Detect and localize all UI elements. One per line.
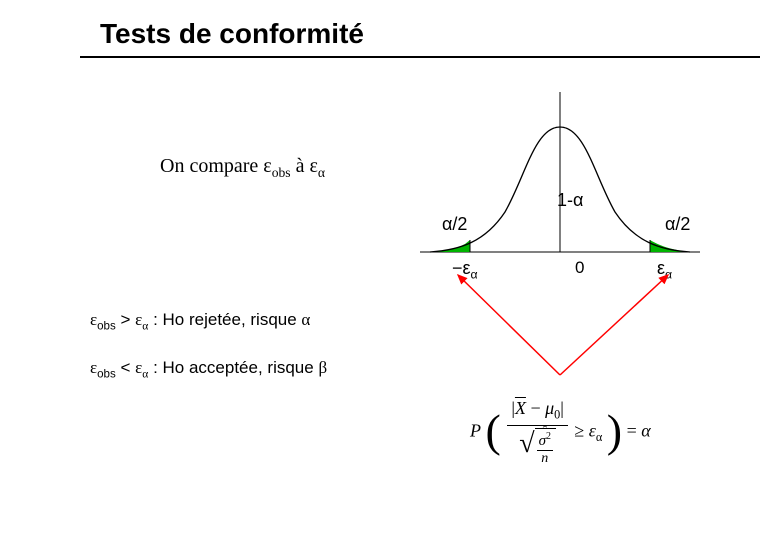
rule-reject: εobs > εα : Ho rejetée, risque α	[90, 310, 327, 332]
mu-sub: 0	[554, 408, 560, 422]
r2-risk: β	[318, 358, 327, 377]
decision-rules: εobs > εα : Ho rejetée, risque α εobs < …	[90, 310, 327, 407]
minus: −	[526, 398, 545, 418]
title-block: Tests de conformité	[0, 0, 780, 58]
compare-eps2-sub: α	[318, 165, 325, 180]
page-title: Tests de conformité	[100, 18, 780, 50]
r1-risk: α	[301, 310, 310, 329]
label-left-alpha-half: α/2	[442, 214, 467, 235]
label-1-minus-alpha: 1-α	[557, 190, 583, 211]
bell-curve-chart: 1-α α/2 α/2 −εα 0 εα	[410, 92, 710, 282]
r1-op: >	[116, 310, 135, 329]
sigma-hat: σ	[539, 433, 546, 449]
r2-op: <	[116, 358, 135, 377]
arrow-right	[560, 275, 668, 375]
sigma-sup: 2	[546, 431, 551, 442]
compare-statement: On compare εobs à εα	[160, 155, 325, 181]
compare-prefix: On compare	[160, 155, 263, 177]
rparen: )	[607, 404, 622, 457]
probability-formula: P ( |X − μ0| √ σ2 n ≥ εα ) = α	[470, 398, 651, 467]
red-arrows	[410, 265, 710, 385]
compare-eps2: ε	[309, 155, 317, 177]
sqrt-body: σ2 n	[535, 428, 556, 467]
compare-eps1-sub: obs	[272, 165, 291, 180]
formula-denominator: √ σ2 n	[507, 426, 568, 467]
formula-eps: ε	[589, 420, 596, 440]
formula-eps-sub: α	[596, 430, 602, 444]
formula-P: P	[470, 420, 481, 440]
sqrt-icon: √	[519, 431, 534, 470]
title-underline	[80, 56, 760, 58]
inner-den-n: n	[537, 451, 553, 467]
r1-eps-sub: obs	[97, 320, 116, 332]
compare-eps1: ε	[263, 155, 271, 177]
lparen: (	[486, 404, 501, 457]
arrow-left	[458, 275, 560, 375]
label-right-alpha-half: α/2	[665, 214, 690, 235]
compare-mid: à	[291, 155, 310, 177]
ge-sign: ≥	[574, 420, 588, 440]
formula-numerator: |X − μ0|	[507, 398, 568, 426]
r1-text: : Ho rejetée, risque	[148, 310, 301, 329]
r2-text: : Ho acceptée, risque	[148, 358, 318, 377]
inner-num: σ2	[537, 431, 553, 451]
xbar: X	[515, 398, 526, 418]
rule-accept: εobs < εα : Ho acceptée, risque β	[90, 358, 327, 380]
sqrt-wrap: √ σ2 n	[519, 428, 556, 467]
formula-alpha: α	[641, 420, 650, 440]
mu: μ	[545, 398, 554, 418]
r2-eps-sub: obs	[97, 369, 116, 381]
formula-fraction: |X − μ0| √ σ2 n	[507, 398, 568, 467]
eq-sign: =	[627, 420, 642, 440]
inner-frac: σ2 n	[537, 431, 553, 467]
bell-curve-svg	[410, 92, 710, 282]
